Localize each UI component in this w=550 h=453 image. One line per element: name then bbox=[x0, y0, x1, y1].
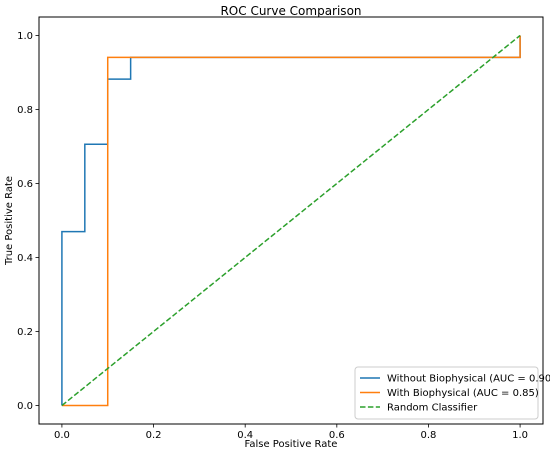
legend-label: Random Classifier bbox=[387, 403, 478, 414]
y-tick-label: 0.6 bbox=[17, 179, 33, 190]
plot-frame bbox=[38, 16, 544, 425]
x-tick-label: 0.4 bbox=[237, 430, 253, 441]
x-tick-label: 0.0 bbox=[54, 430, 70, 441]
series-line-2 bbox=[61, 35, 521, 407]
legend: Without Biophysical (AUC = 0.90) With Bio… bbox=[354, 366, 550, 420]
x-tick-label: 0.6 bbox=[329, 430, 345, 441]
x-tick-label: 0.8 bbox=[421, 430, 437, 441]
y-tick-label: 0.0 bbox=[17, 401, 33, 412]
legend-box bbox=[354, 366, 539, 420]
x-tick-label: 1.0 bbox=[512, 430, 528, 441]
y-axis-label: True Positive Rate bbox=[4, 176, 15, 266]
y-tick-label: 0.2 bbox=[17, 327, 33, 338]
legend-label: With Biophysical (AUC = 0.85) bbox=[387, 388, 539, 399]
plot-area bbox=[61, 34, 521, 407]
chart-title: ROC Curve Comparison bbox=[220, 4, 361, 18]
x-tick-label: 0.2 bbox=[146, 430, 162, 441]
y-tick-label: 1.0 bbox=[17, 31, 33, 42]
y-tick-label: 0.8 bbox=[17, 105, 33, 116]
x-axis-label: False Positive Rate bbox=[245, 439, 338, 450]
y-axis: 0.0 0.2 0.4 0.6 0.8 1.0 bbox=[17, 31, 39, 412]
legend-label: Without Biophysical (AUC = 0.90) bbox=[387, 374, 550, 385]
y-tick-label: 0.4 bbox=[17, 253, 33, 264]
x-axis: 0.0 0.2 0.4 0.6 0.8 1.0 bbox=[54, 424, 528, 441]
series-line-3 bbox=[61, 34, 521, 407]
